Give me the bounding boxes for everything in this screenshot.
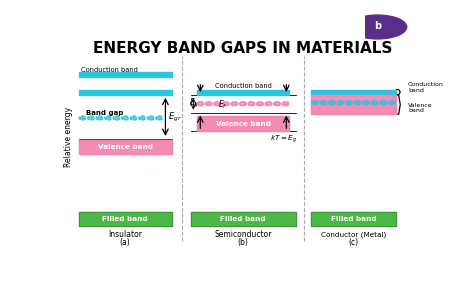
Ellipse shape	[105, 116, 111, 120]
Text: $E_f$: $E_f$	[218, 98, 228, 111]
Bar	[311, 212, 396, 226]
Ellipse shape	[80, 116, 85, 120]
Ellipse shape	[321, 101, 326, 104]
Bar	[197, 116, 290, 131]
Text: (a): (a)	[120, 238, 130, 247]
Text: $E_g$: $E_g$	[190, 97, 200, 110]
Text: Valence band: Valence band	[98, 144, 153, 150]
Ellipse shape	[381, 101, 386, 104]
Ellipse shape	[372, 101, 377, 104]
Circle shape	[348, 15, 407, 39]
Text: Filled band: Filled band	[220, 216, 266, 222]
Text: ENERGY BAND GAPS IN MATERIALS: ENERGY BAND GAPS IN MATERIALS	[93, 41, 392, 56]
Ellipse shape	[88, 116, 94, 120]
Ellipse shape	[249, 102, 254, 105]
Ellipse shape	[346, 101, 352, 104]
Ellipse shape	[215, 102, 220, 105]
Ellipse shape	[97, 116, 102, 120]
Ellipse shape	[139, 116, 145, 120]
Ellipse shape	[364, 101, 369, 104]
Bar	[311, 212, 396, 226]
Bar	[79, 72, 172, 77]
Ellipse shape	[274, 102, 280, 105]
Text: Relative energy: Relative energy	[64, 107, 73, 167]
Text: Filled band: Filled band	[331, 216, 376, 222]
Bar	[311, 89, 396, 95]
Text: The Learning App: The Learning App	[408, 34, 451, 39]
Bar	[79, 212, 172, 226]
Bar	[191, 212, 296, 226]
Text: Semiconductor: Semiconductor	[215, 230, 272, 239]
Text: Insulator: Insulator	[108, 230, 142, 239]
Ellipse shape	[122, 116, 128, 120]
Text: $E_{gr}$: $E_{gr}$	[168, 111, 182, 124]
Ellipse shape	[329, 101, 335, 104]
Bar	[311, 95, 396, 114]
Ellipse shape	[156, 116, 162, 120]
Bar	[197, 116, 290, 131]
Text: b: b	[374, 21, 381, 31]
Ellipse shape	[240, 102, 246, 105]
Text: Valence band: Valence band	[216, 121, 271, 127]
Ellipse shape	[355, 101, 360, 104]
Bar	[79, 139, 172, 154]
Bar	[79, 89, 172, 95]
Ellipse shape	[283, 102, 288, 105]
Ellipse shape	[198, 102, 203, 105]
Bar	[191, 212, 296, 226]
Ellipse shape	[206, 102, 211, 105]
Ellipse shape	[389, 101, 394, 104]
Text: Conductor (Metal): Conductor (Metal)	[321, 231, 386, 237]
Text: BYJU'S: BYJU'S	[412, 14, 447, 24]
Text: (b): (b)	[238, 238, 249, 247]
Bar	[197, 89, 290, 95]
Bar	[79, 212, 172, 226]
Text: Conduction band: Conduction band	[81, 67, 138, 73]
Ellipse shape	[257, 102, 263, 105]
Text: Band gap: Band gap	[86, 110, 124, 116]
Ellipse shape	[232, 102, 237, 105]
Ellipse shape	[114, 116, 119, 120]
Text: Conduction band: Conduction band	[215, 83, 272, 89]
Ellipse shape	[148, 116, 154, 120]
Ellipse shape	[131, 116, 137, 120]
Ellipse shape	[223, 102, 228, 105]
Ellipse shape	[266, 102, 271, 105]
Text: $kT = E_g$: $kT = E_g$	[271, 133, 298, 145]
Text: Conduction
band: Conduction band	[408, 82, 444, 93]
Text: (c): (c)	[349, 238, 359, 247]
Text: Filled band: Filled band	[102, 216, 148, 222]
Ellipse shape	[338, 101, 343, 104]
Ellipse shape	[312, 101, 318, 104]
Bar	[79, 139, 172, 154]
Bar	[311, 95, 396, 114]
Text: Valence
band: Valence band	[408, 103, 433, 113]
